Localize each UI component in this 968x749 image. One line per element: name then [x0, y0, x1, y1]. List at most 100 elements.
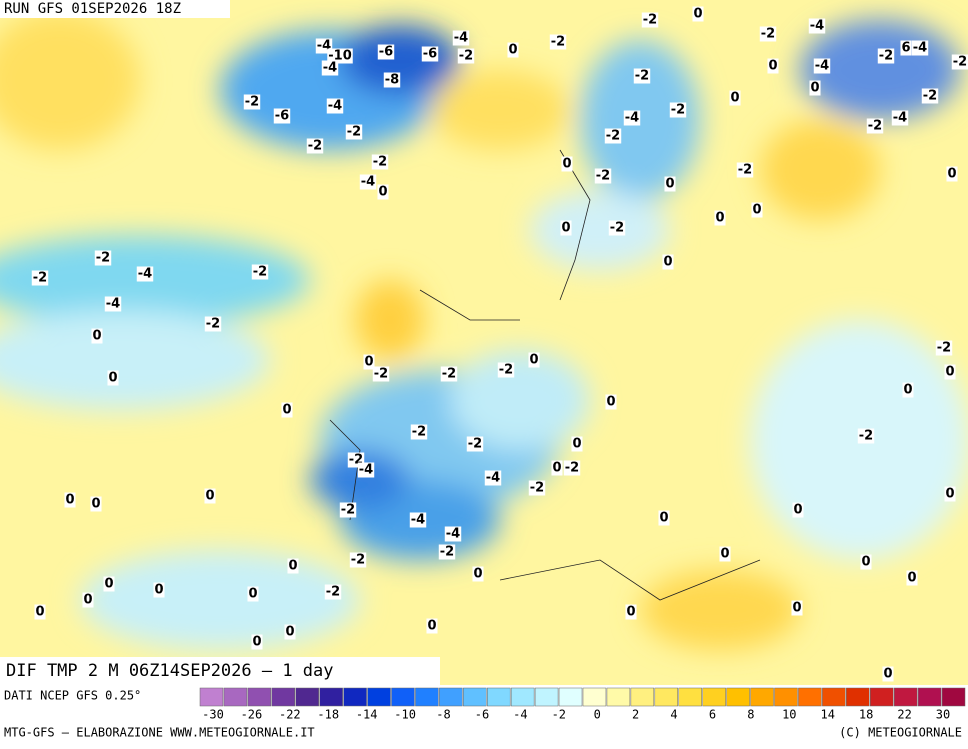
contour-label: 0	[715, 211, 724, 226]
footer-left: MTG-GFS — ELABORAZIONE WWW.METEOGIORNALE…	[4, 726, 315, 740]
color-swatch	[534, 687, 559, 707]
contour-label: -2	[33, 271, 47, 286]
contour-label: -2	[351, 553, 365, 568]
label-box	[951, 54, 968, 70]
contour-label: -2	[253, 265, 267, 280]
label-box	[377, 44, 395, 60]
label-box	[345, 124, 363, 140]
contour-label: 0	[665, 177, 674, 192]
title-box	[0, 657, 440, 685]
label-box	[560, 220, 572, 236]
contour-label: 0	[378, 185, 387, 200]
contour-label: -2	[643, 13, 657, 28]
contour-label: -2	[341, 503, 355, 518]
label-box	[107, 370, 119, 386]
contour-label: -4	[913, 41, 927, 56]
contour-label: -2	[606, 129, 620, 144]
contour-label: -4	[446, 527, 460, 542]
contour-label: -4	[323, 61, 337, 76]
contour-label: 0	[793, 503, 802, 518]
label-box	[204, 488, 216, 504]
contour-label: -2	[459, 49, 473, 64]
label-box	[692, 6, 704, 22]
color-swatch	[510, 687, 535, 707]
label-box	[31, 270, 49, 286]
contour-label: -6	[423, 47, 437, 62]
contour-label: -2	[530, 481, 544, 496]
label-box	[251, 264, 269, 280]
label-box	[153, 582, 165, 598]
contour-label: 0	[83, 593, 92, 608]
colorbar-tick-label: 6	[709, 708, 716, 722]
label-box	[440, 366, 458, 382]
label-box	[457, 48, 475, 64]
contour-label: -2	[923, 89, 937, 104]
color-swatch	[654, 687, 678, 707]
label-box	[911, 40, 929, 56]
label-box	[34, 604, 46, 620]
label-box	[808, 18, 826, 34]
label-box	[664, 176, 676, 192]
label-box	[571, 436, 583, 452]
label-box	[104, 296, 122, 312]
contour-label: 0	[248, 587, 257, 602]
color-swatch	[702, 687, 726, 707]
label-box	[82, 592, 94, 608]
contour-label: -2	[442, 367, 456, 382]
label-box	[736, 162, 754, 178]
data-source: DATI NCEP GFS 0.25°	[4, 689, 141, 703]
contour-label: -2	[738, 163, 752, 178]
color-swatch	[870, 687, 894, 707]
contour-label: 0	[92, 329, 101, 344]
label-box	[633, 68, 651, 84]
label-box	[426, 618, 438, 634]
contour-label: 0	[810, 81, 819, 96]
contour-label: 0	[606, 395, 615, 410]
contour-label: 0	[659, 511, 668, 526]
label-box	[528, 352, 540, 368]
contour-label: 0	[947, 167, 956, 182]
contour-label: -2	[551, 35, 565, 50]
contour-label: 0	[903, 383, 912, 398]
label-box	[563, 460, 581, 476]
run-box	[0, 0, 230, 18]
label-box	[669, 102, 687, 118]
contour-label: 0	[91, 497, 100, 512]
contour-label: 0	[285, 625, 294, 640]
label-box	[714, 210, 726, 226]
label-box	[371, 154, 389, 170]
contour-label: -2	[96, 251, 110, 266]
contour-label: 0	[720, 547, 729, 562]
contour-label: -2	[206, 317, 220, 332]
contour-label: -2	[596, 169, 610, 184]
contour-label: 0	[730, 91, 739, 106]
contour-label: -2	[468, 437, 482, 452]
label-box	[339, 502, 357, 518]
label-box	[921, 88, 939, 104]
contour-label: 0	[752, 203, 761, 218]
footer-right: (C) METEOGIORNALE	[839, 726, 962, 740]
contour-label: 0	[473, 567, 482, 582]
label-box	[472, 566, 484, 582]
label-box	[792, 502, 804, 518]
colorbar-tick-label: 30	[936, 708, 950, 722]
contour-label: 0	[529, 353, 538, 368]
contour-label: -10	[328, 49, 352, 64]
contour-label: -2	[412, 425, 426, 440]
label-box	[204, 316, 222, 332]
colorbar-tick-label: 14	[821, 708, 835, 722]
contour-label: -2	[953, 55, 967, 70]
label-box	[857, 428, 875, 444]
colorbar-tick-label: 22	[897, 708, 911, 722]
contour-label: -4	[486, 471, 500, 486]
label-box	[306, 138, 324, 154]
label-box	[103, 576, 115, 592]
colorbar-tick-label: 2	[632, 708, 639, 722]
label-box	[321, 60, 339, 76]
label-box	[349, 552, 367, 568]
contour-label: -2	[671, 103, 685, 118]
color-swatch	[487, 687, 511, 707]
colorbar-tick-label: -14	[356, 708, 378, 722]
label-box	[466, 436, 484, 452]
